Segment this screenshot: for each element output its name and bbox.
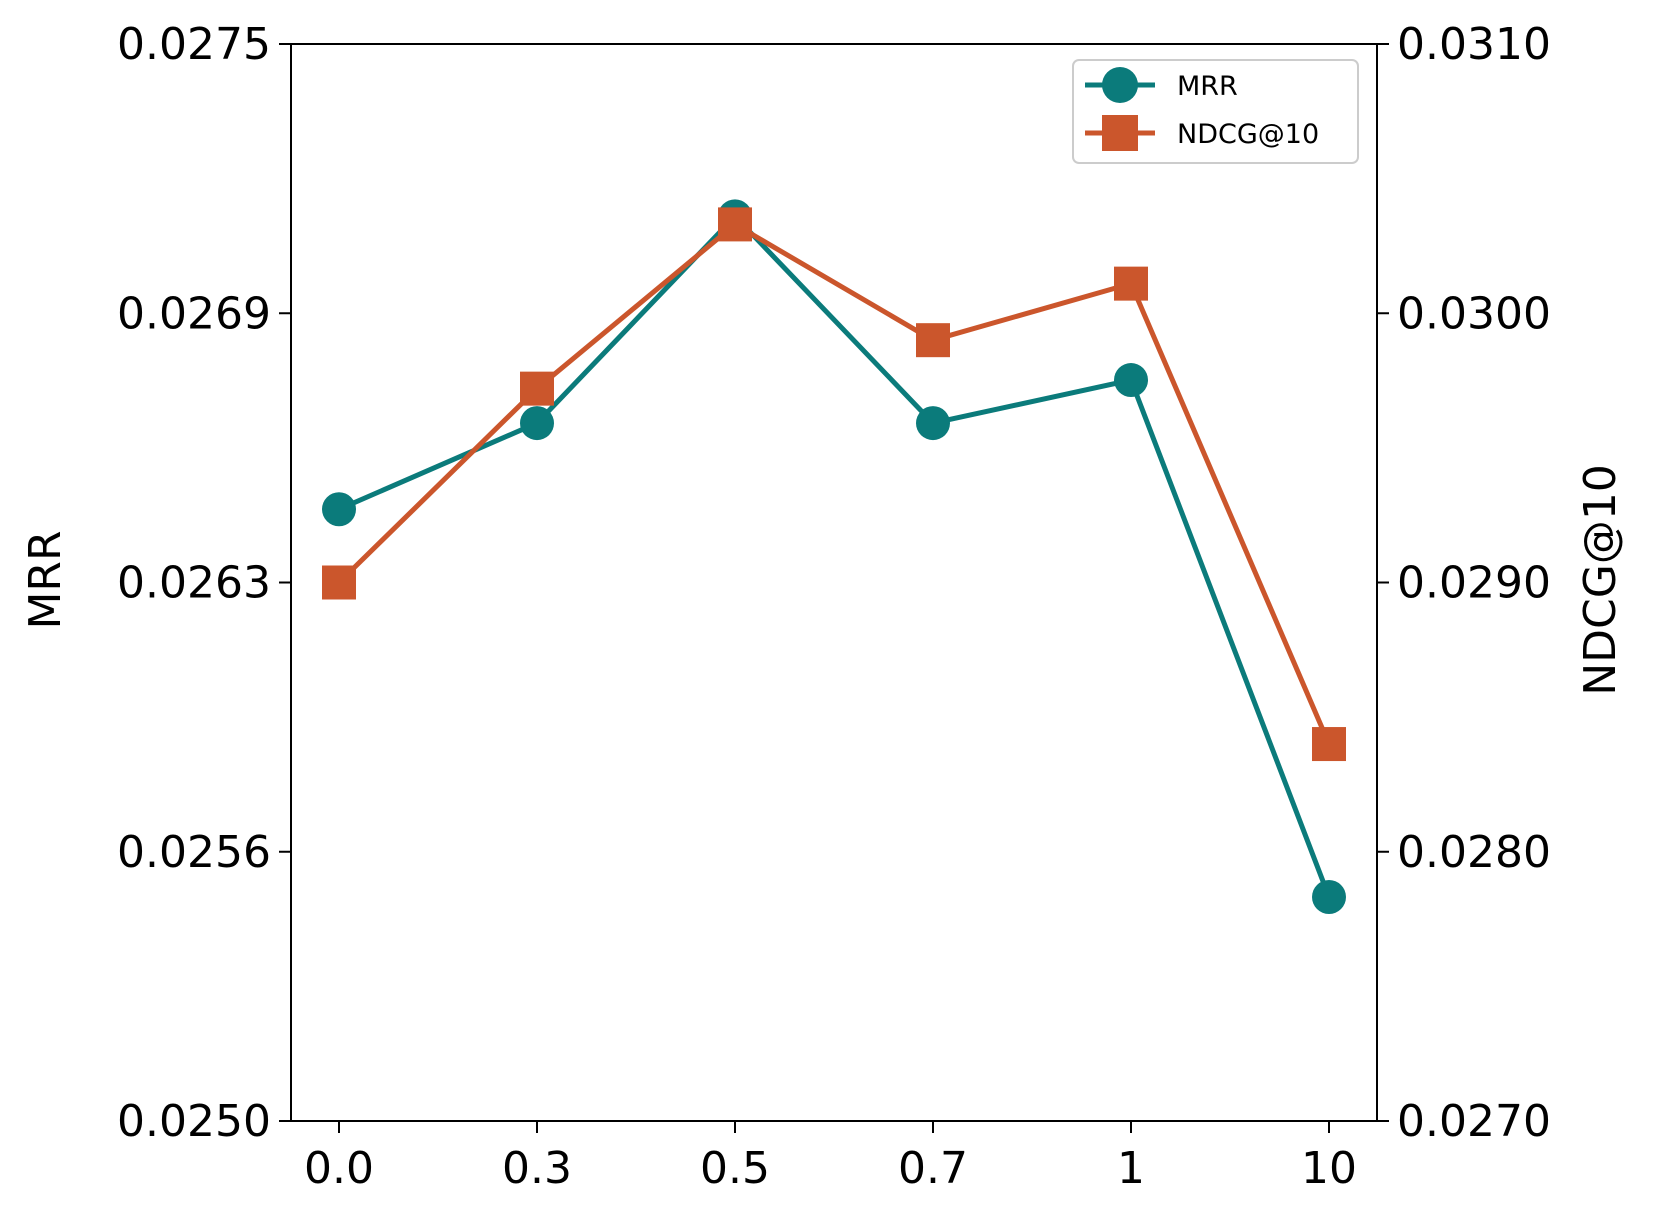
series-mrr-point	[520, 406, 554, 441]
series-mrr-point	[322, 492, 356, 527]
series-ndcg-10-point	[1114, 266, 1148, 301]
series-ndcg-10-point	[718, 207, 752, 242]
y2-tick-label: 0.0300	[1397, 288, 1551, 339]
y2-tick-label: 0.0310	[1397, 19, 1551, 70]
y2-tick-label: 0.0270	[1397, 1096, 1551, 1147]
y2-tick-label: 0.0280	[1397, 827, 1551, 878]
series-mrr-point	[1312, 879, 1346, 914]
x-tick-label: 0.7	[898, 1143, 968, 1194]
y-tick-label: 0.0256	[117, 827, 271, 878]
x-tick-label: 0.3	[502, 1143, 572, 1194]
legend-ndcg-label: NDCG@10	[1177, 119, 1319, 150]
y2-tick-label: 0.0290	[1397, 558, 1551, 609]
y-tick-label: 0.0269	[117, 288, 271, 339]
y2-axis-title: NDCG@10	[1575, 464, 1626, 696]
series-ndcg-10-point	[1312, 727, 1346, 762]
series-mrr-point	[916, 406, 950, 441]
legend-mrr-marker	[1102, 67, 1138, 103]
y-tick-label: 0.0275	[117, 19, 271, 70]
x-tick-label: 1	[1117, 1143, 1145, 1194]
series-ndcg-10-line	[337, 221, 1332, 746]
series-mrr-point	[1114, 363, 1148, 398]
x-tick-label: 10	[1301, 1143, 1357, 1194]
series-ndcg-10-point	[322, 565, 356, 600]
plot-area: 0.0250 0.0256 0.0263 0.0269 0.0275 0.0270 0.02…	[117, 19, 1551, 1194]
y-tick-label: 0.0263	[117, 558, 271, 609]
legend-ndcg-marker	[1102, 115, 1138, 151]
y-tick-label: 0.0250	[117, 1096, 271, 1147]
x-tick-label: 0.5	[700, 1143, 770, 1194]
legend-mrr-label: MRR	[1177, 71, 1238, 102]
legend: MRR NDCG@10	[1072, 59, 1359, 164]
series-ndcg-10-point	[520, 371, 554, 406]
series-ndcg-10-point	[916, 323, 950, 358]
series-mrr-line	[338, 213, 1332, 898]
y-axis-title: MRR	[20, 530, 71, 629]
x-tick-label: 0.0	[304, 1143, 374, 1194]
